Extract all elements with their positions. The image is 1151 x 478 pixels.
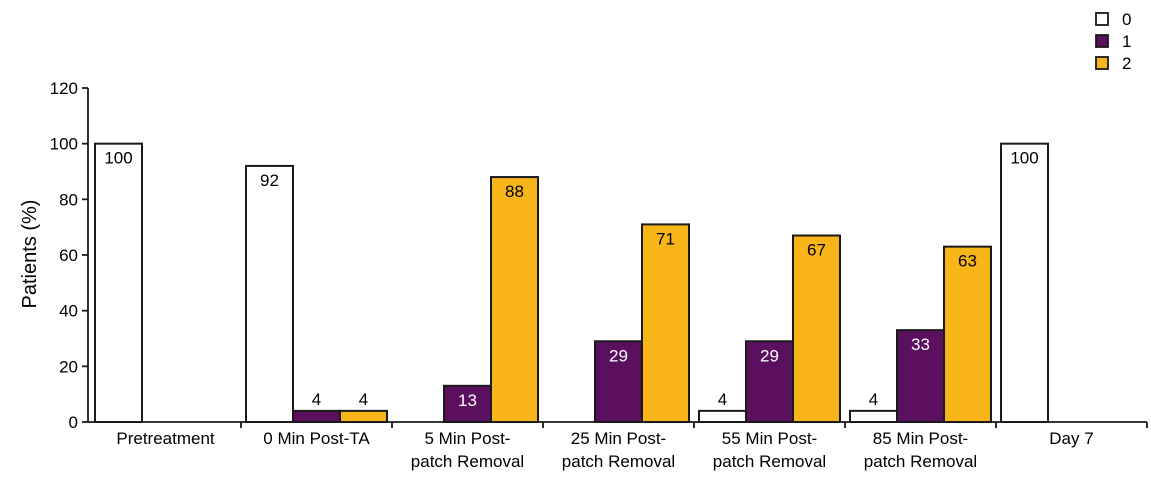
y-tick-label-40: 40 [59, 302, 78, 321]
bar-label-2-4: 67 [807, 241, 826, 260]
bar-label-1-2: 13 [458, 391, 477, 410]
bar-1-1 [292, 409, 341, 424]
legend-label-1: 1 [1122, 32, 1131, 51]
y-tick-label-60: 60 [59, 246, 78, 265]
bar-label-2-5: 63 [958, 252, 977, 271]
x-tick-label-line: Pretreatment [116, 429, 215, 448]
x-tick-label-line: Day 7 [1049, 429, 1093, 448]
legend-swatch-0 [1095, 12, 1109, 26]
legend: 0 1 2 [1095, 10, 1131, 73]
x-tick-label-line: patch Removal [562, 452, 675, 471]
y-tick-label-80: 80 [59, 190, 78, 209]
axes: 0 20 40 60 80 100 120 Pretreatment 0 Min Post-TA… [50, 79, 1148, 471]
bar-label-2-1: 4 [359, 390, 368, 409]
bars-layer: 100 92 4 4 13 88 29 71 4 29 67 4 33 63 100 [94, 142, 1049, 424]
bar-label-0-0: 100 [104, 149, 132, 168]
bar-0-5 [849, 409, 898, 424]
bar-label-0-6: 100 [1010, 149, 1038, 168]
x-tick-label-line: patch Removal [411, 452, 524, 471]
x-tick-label-6: Day 7 [1049, 429, 1093, 448]
bar-label-2-2: 88 [505, 182, 524, 201]
x-tick-label-4: 55 Min Post-patch Removal [713, 429, 826, 471]
y-tick-label-120: 120 [50, 79, 78, 98]
legend-swatch-2 [1095, 56, 1109, 70]
bar-0-0 [94, 142, 143, 424]
x-tick-label-line: patch Removal [864, 452, 977, 471]
legend-swatch-1 [1095, 34, 1109, 48]
bar-label-1-4: 29 [760, 346, 779, 365]
x-tick-label-line: 55 Min Post- [722, 429, 817, 448]
x-tick-label-0: Pretreatment [116, 429, 215, 448]
bar-label-2-3: 71 [656, 229, 675, 248]
y-axis-title: Patients (%) [19, 200, 41, 309]
x-tick-label-3: 25 Min Post-patch Removal [562, 429, 675, 471]
y-tick-label-100: 100 [50, 135, 78, 154]
bar-label-1-1: 4 [312, 390, 321, 409]
bar-label-1-5: 33 [911, 335, 930, 354]
bar-2-1 [339, 409, 388, 424]
bar-label-0-1: 92 [260, 171, 279, 190]
bar-0-6 [1000, 142, 1049, 424]
x-tick-label-line: patch Removal [713, 452, 826, 471]
y-tick-label-0: 0 [69, 413, 78, 432]
legend-label-0: 0 [1122, 10, 1131, 29]
x-tick-label-line: 25 Min Post- [571, 429, 666, 448]
bar-0-1 [245, 164, 294, 424]
bar-2-2 [490, 176, 539, 423]
bar-label-1-3: 29 [609, 346, 628, 365]
x-tick-label-1: 0 Min Post-TA [263, 429, 370, 448]
bar-label-0-4: 4 [718, 390, 727, 409]
x-tick-label-line: 0 Min Post-TA [263, 429, 370, 448]
x-tick-label-line: 85 Min Post- [873, 429, 968, 448]
x-tick-label-2: 5 Min Post-patch Removal [411, 429, 524, 471]
bar-label-0-5: 4 [869, 390, 878, 409]
x-tick-label-line: 5 Min Post- [425, 429, 511, 448]
legend-label-2: 2 [1122, 54, 1131, 73]
x-tick-label-5: 85 Min Post-patch Removal [864, 429, 977, 471]
bar-2-4 [792, 234, 841, 423]
y-tick-label-20: 20 [59, 357, 78, 376]
bar-0-4 [698, 409, 747, 424]
bar-2-3 [641, 223, 690, 423]
bar-2-5 [943, 245, 992, 423]
